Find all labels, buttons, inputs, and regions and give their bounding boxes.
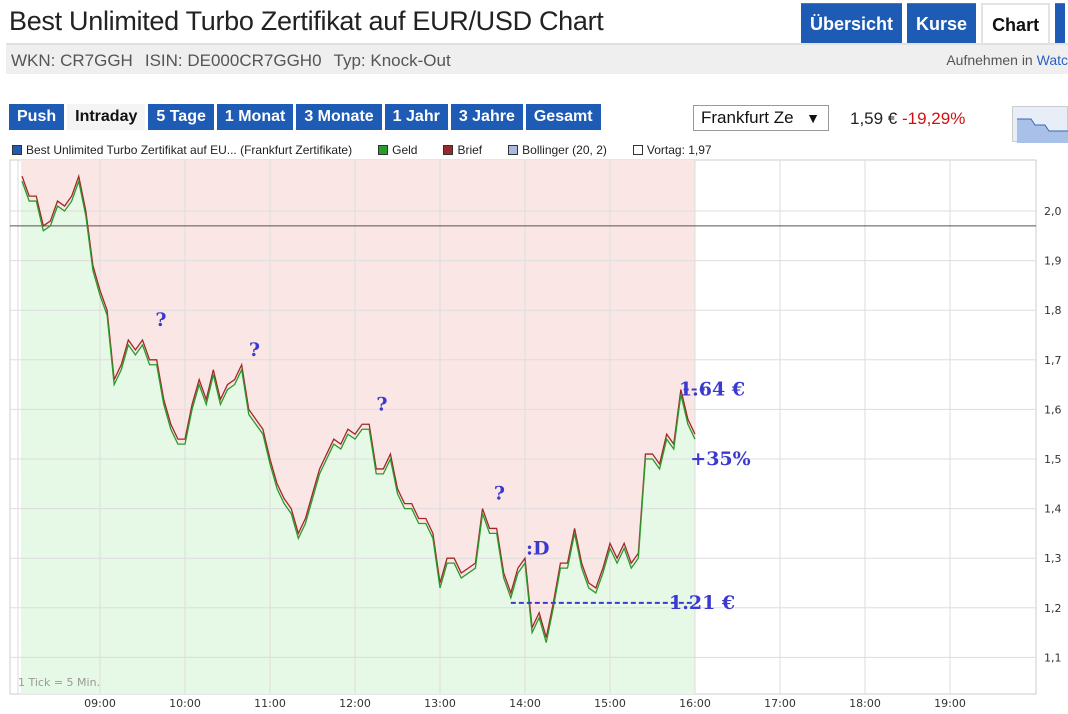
y-tick-label: 1,7 (1044, 354, 1062, 367)
x-tick-label: 15:00 (594, 697, 626, 710)
legend-label: Brief (457, 143, 483, 157)
x-tick-label: 11:00 (254, 697, 286, 710)
info-bar: WKN: CR7GGH ISIN: DE000CR7GGH0 Typ: Knock-… (6, 43, 1068, 74)
x-tick-label: 12:00 (339, 697, 371, 710)
range-5-tage[interactable]: 5 Tage (148, 104, 214, 130)
price: 1,59 € (850, 109, 898, 128)
annotation: ? (249, 339, 260, 361)
legend-swatch (378, 145, 389, 155)
y-tick-label: 2,0 (1044, 205, 1062, 218)
top-tabs: Übersicht Kurse Chart (801, 3, 1066, 43)
legend-label: Vortag: 1,97 (646, 143, 712, 157)
annotation: +35% (690, 448, 750, 470)
geld-line (21, 178, 696, 643)
plot-area (9, 159, 1037, 695)
brief-line (21, 173, 696, 638)
y-tick-label: 1,3 (1044, 552, 1062, 565)
price-change: -19,29% (902, 109, 966, 128)
above-price-fill (21, 160, 696, 694)
range-intraday[interactable]: Intraday (67, 104, 146, 130)
tab-chart[interactable]: Chart (981, 3, 1051, 43)
range-tabs: Push Intraday 5 Tage 1 Monat 3 Monate 1 … (9, 104, 601, 130)
tick-note: 1 Tick = 5 Min. (18, 676, 100, 689)
exchange-value: Frankfurt Ze (701, 108, 794, 127)
range-1-monat[interactable]: 1 Monat (216, 104, 294, 130)
legend-item-vortag[interactable]: Vortag: 1,97 (632, 143, 712, 157)
dropdown-arrow-icon: ▼ (806, 110, 820, 126)
chart-thumbnail[interactable] (1012, 106, 1068, 143)
x-tick-label: 09:00 (84, 697, 116, 710)
legend-label: Bollinger (20, 2) (522, 143, 607, 157)
watch-prefix: Aufnehmen in (946, 52, 1033, 68)
y-tick-label: 1,8 (1044, 304, 1062, 317)
tab-more[interactable] (1055, 3, 1066, 43)
tab-kurse[interactable]: Kurse (907, 3, 977, 43)
legend-item-brief[interactable]: Brief (443, 143, 482, 157)
y-tick-label: 1,1 (1044, 651, 1062, 664)
y-tick-label: 1,2 (1044, 602, 1062, 615)
watchlist-link[interactable]: Watc (1036, 52, 1068, 68)
legend-swatch (12, 145, 22, 155)
annotation: ? (155, 309, 166, 331)
range-push[interactable]: Push (9, 104, 65, 130)
y-tick-label: 1,5 (1044, 453, 1062, 466)
x-tick-label: 16:00 (679, 697, 711, 710)
chart-legend: Best Unlimited Turbo Zertifikat auf EU..… (12, 143, 738, 157)
page-title: Best Unlimited Turbo Zertifikat auf EUR/… (9, 6, 604, 36)
legend-item-bollinger[interactable]: Bollinger (20, 2) (508, 143, 607, 157)
legend-item-main[interactable]: Best Unlimited Turbo Zertifikat auf EU..… (12, 143, 352, 157)
isin: ISIN: DE000CR7GGH0 (144, 51, 322, 70)
range-1-jahr[interactable]: 1 Jahr (384, 104, 448, 130)
legend-swatch (632, 145, 643, 155)
y-tick-label: 1,9 (1044, 255, 1062, 268)
wkn: WKN: CR7GGH (11, 51, 133, 70)
x-tick-label: 13:00 (424, 697, 456, 710)
legend-label: Geld (392, 143, 418, 157)
range-3-monate[interactable]: 3 Monate (296, 104, 382, 130)
x-tick-label: 18:00 (849, 697, 881, 710)
annotation: ? (494, 483, 505, 505)
annotation: 1.64 € (679, 379, 745, 401)
quote: 1,59 € -19,29% (850, 109, 965, 129)
annotation: ? (376, 393, 387, 415)
x-tick-label: 10:00 (169, 697, 201, 710)
tab-uebersicht[interactable]: Übersicht (801, 3, 903, 43)
type: Typ: Knock-Out (333, 51, 451, 70)
exchange-select[interactable]: Frankfurt Ze ▼ (693, 105, 829, 131)
below-price-fill (21, 181, 696, 695)
legend-label: Best Unlimited Turbo Zertifikat auf EU..… (26, 143, 353, 157)
x-tick-label: 19:00 (934, 697, 966, 710)
legend-swatch (508, 145, 519, 155)
range-gesamt[interactable]: Gesamt (525, 104, 601, 130)
y-tick-label: 1,6 (1044, 403, 1062, 416)
legend-swatch (443, 145, 454, 155)
thumbnail-sparkline (1017, 118, 1068, 143)
legend-item-geld[interactable]: Geld (378, 143, 417, 157)
range-3-jahre[interactable]: 3 Jahre (450, 104, 523, 130)
x-tick-label: 14:00 (509, 697, 541, 710)
x-tick-label: 17:00 (764, 697, 796, 710)
annotation: 1.21 € (669, 592, 735, 614)
y-tick-label: 1,4 (1044, 503, 1062, 516)
annotation: :D (526, 537, 550, 559)
